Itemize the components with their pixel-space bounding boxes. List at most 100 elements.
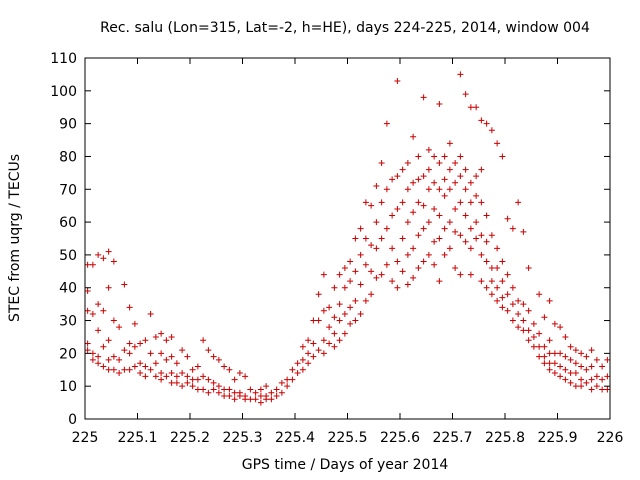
data-point — [326, 340, 333, 347]
data-point — [168, 333, 175, 340]
data-point — [284, 376, 291, 383]
data-point — [105, 284, 112, 291]
data-point — [110, 366, 117, 373]
data-point — [425, 251, 432, 258]
data-point — [326, 324, 333, 331]
data-point — [420, 225, 427, 232]
data-point — [557, 350, 564, 357]
data-point — [488, 291, 495, 298]
data-point — [504, 215, 511, 222]
data-point — [357, 310, 364, 317]
data-point — [483, 120, 490, 127]
data-point — [562, 353, 569, 360]
data-point — [494, 297, 501, 304]
data-point — [520, 327, 527, 334]
data-point — [541, 343, 548, 350]
data-point — [588, 386, 595, 393]
data-point — [494, 245, 501, 252]
data-point — [84, 340, 91, 347]
data-point — [478, 117, 485, 124]
data-point — [163, 337, 170, 344]
data-point — [100, 343, 107, 350]
data-point — [467, 245, 474, 252]
y-tick-label: 110 — [50, 51, 77, 67]
data-point — [294, 370, 301, 377]
data-point — [100, 363, 107, 370]
data-point — [515, 324, 522, 331]
data-point — [593, 356, 600, 363]
data-point — [347, 320, 354, 327]
data-point — [578, 383, 585, 390]
data-point — [205, 347, 212, 354]
data-point — [368, 202, 375, 209]
data-point — [557, 373, 564, 380]
data-point — [394, 258, 401, 265]
data-point — [320, 350, 327, 357]
data-point — [378, 199, 385, 206]
data-point — [95, 353, 102, 360]
data-point — [473, 104, 480, 111]
data-point — [341, 310, 348, 317]
x-tick-label: 225.4 — [275, 430, 315, 446]
x-tick-label: 225.6 — [380, 430, 420, 446]
data-point — [231, 389, 238, 396]
data-point — [236, 370, 243, 377]
data-point — [488, 278, 495, 285]
data-point — [95, 301, 102, 308]
data-point — [431, 238, 438, 245]
data-point — [226, 386, 233, 393]
data-point — [504, 291, 511, 298]
data-point — [509, 225, 516, 232]
y-tick-label: 70 — [59, 182, 77, 198]
data-point — [436, 278, 443, 285]
data-point — [194, 376, 201, 383]
data-point — [425, 219, 432, 226]
data-point — [194, 363, 201, 370]
data-point — [173, 379, 180, 386]
data-point — [84, 288, 91, 295]
data-point — [509, 317, 516, 324]
data-point — [551, 360, 558, 367]
data-point — [431, 153, 438, 160]
data-point — [551, 370, 558, 377]
data-point — [410, 274, 417, 281]
data-point — [588, 376, 595, 383]
data-point — [100, 307, 107, 314]
data-point — [446, 245, 453, 252]
data-point — [336, 317, 343, 324]
data-point — [541, 314, 548, 321]
data-point — [273, 386, 280, 393]
data-point — [84, 261, 91, 268]
data-point — [231, 396, 238, 403]
data-point — [467, 199, 474, 206]
data-point — [336, 301, 343, 308]
x-axis-label: GPS time / Days of year 2014 — [242, 457, 449, 473]
data-point — [362, 261, 369, 268]
data-point — [126, 340, 133, 347]
data-point — [525, 307, 532, 314]
data-point — [509, 301, 516, 308]
data-point — [95, 251, 102, 258]
data-point — [357, 225, 364, 232]
y-tick-label: 90 — [59, 117, 77, 133]
data-point — [415, 232, 422, 239]
data-point — [158, 376, 165, 383]
data-point — [530, 343, 537, 350]
data-point — [189, 376, 196, 383]
data-point — [189, 383, 196, 390]
data-point — [452, 179, 459, 186]
data-point — [142, 373, 149, 380]
data-point — [305, 350, 312, 357]
data-point — [231, 376, 238, 383]
data-point — [420, 258, 427, 265]
data-point — [446, 140, 453, 147]
data-point — [147, 350, 154, 357]
data-point — [263, 383, 270, 390]
data-point — [452, 265, 459, 272]
data-point — [373, 274, 380, 281]
data-point — [467, 271, 474, 278]
data-point — [499, 294, 506, 301]
data-point — [158, 350, 165, 357]
data-point — [116, 356, 123, 363]
